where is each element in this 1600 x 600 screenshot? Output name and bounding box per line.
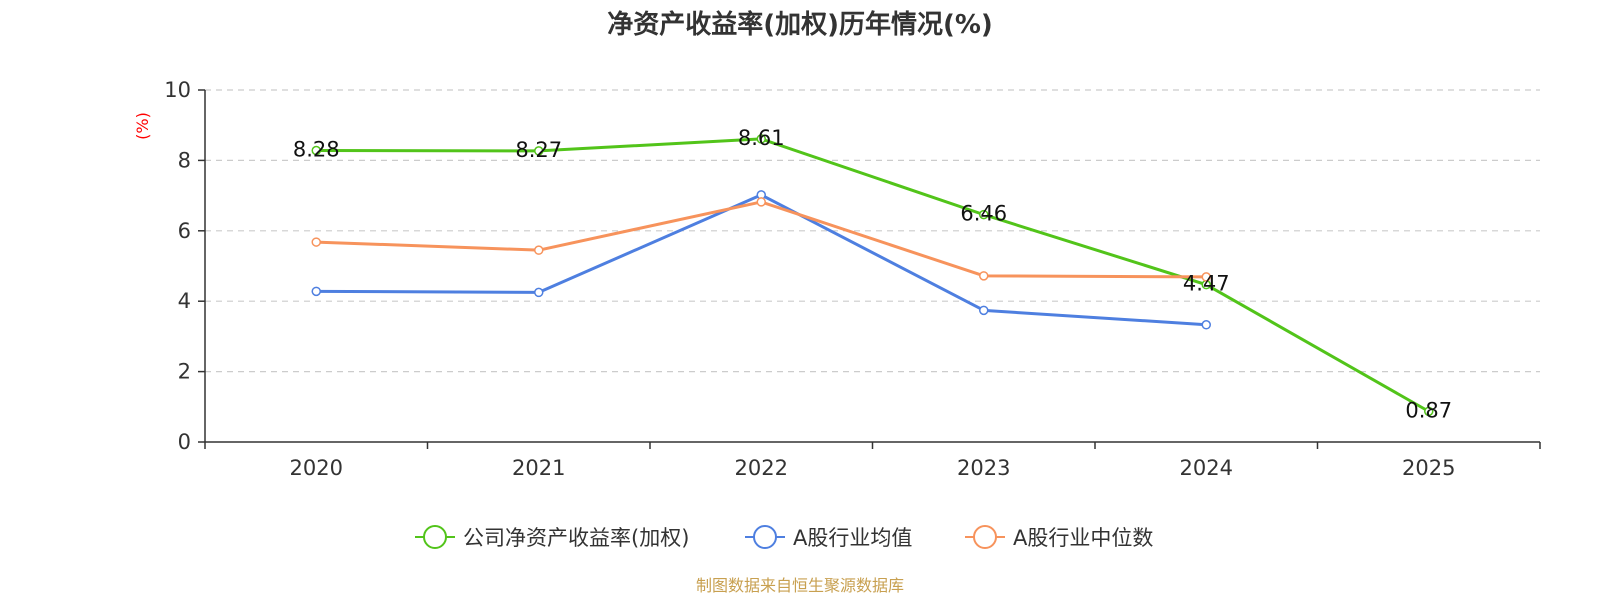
- y-tick-label: 4: [178, 289, 191, 313]
- data-point: [534, 245, 544, 255]
- data-point: [311, 237, 321, 247]
- series-line: [316, 200, 1207, 279]
- data-point: [1424, 406, 1434, 417]
- data-point: [1201, 272, 1211, 282]
- legend-item: A股行业均值: [745, 525, 912, 550]
- data-point: [311, 145, 321, 156]
- x-tick-label: 2025: [1402, 456, 1455, 480]
- x-tick-label: 2023: [957, 456, 1010, 480]
- data-point: [979, 209, 989, 220]
- data-label: 8.27: [515, 138, 562, 162]
- y-tick-label: 6: [178, 219, 191, 243]
- data-point: [756, 197, 766, 207]
- grid-layer: [205, 89, 1540, 373]
- x-tick-label: 2022: [735, 456, 788, 480]
- legend-label: A股行业均值: [793, 526, 912, 550]
- legend: 公司净资产收益率(加权) A股行业均值 A股行业中位数: [415, 525, 1153, 550]
- data-point: [1201, 320, 1211, 330]
- x-tick-label: 2020: [290, 456, 343, 480]
- series-line: [316, 137, 1430, 413]
- chart-title: 净资产收益率(加权)历年情况(%): [607, 9, 993, 40]
- data-point: [756, 134, 766, 144]
- data-label: 0.87: [1405, 398, 1452, 422]
- y-tick-label: 10: [164, 78, 191, 102]
- data-label: 4.47: [1183, 272, 1230, 296]
- y-tick-label: 0: [178, 430, 191, 454]
- data-point: [979, 305, 989, 316]
- data-label: 6.46: [960, 202, 1007, 226]
- legend-item: 公司净资产收益率(加权): [415, 525, 689, 550]
- data-point: [979, 271, 989, 281]
- legend-label: 公司净资产收益率(加权): [463, 526, 689, 550]
- y-tick-label: 2: [178, 360, 191, 384]
- data-point: [534, 146, 544, 156]
- data-point: [311, 286, 321, 297]
- x-tick-label: 2021: [512, 456, 565, 480]
- legend-marker: [973, 525, 997, 549]
- legend-marker: [753, 525, 777, 549]
- source-note: 制图数据来自恒生聚源数据库: [696, 576, 904, 595]
- data-label: 8.28: [293, 138, 340, 162]
- y-axis-label: (%): [133, 112, 152, 140]
- data-label-layer: 8.28 8.27 8.61 6.46 4.47 0.87: [293, 126, 1452, 422]
- x-tick-label: 2024: [1180, 456, 1233, 480]
- legend-item: A股行业中位数: [965, 525, 1153, 550]
- series-layer: [311, 134, 1434, 417]
- data-label: 8.61: [738, 126, 785, 150]
- legend-marker: [423, 525, 447, 549]
- data-point: [534, 287, 544, 298]
- y-tick-label: 8: [178, 148, 191, 172]
- axis-layer: 0 2 4 6 8 10 2020 2021 2022 2023 2024 2025: [164, 78, 1541, 480]
- legend-label: A股行业中位数: [1013, 526, 1153, 550]
- series-line: [316, 193, 1207, 327]
